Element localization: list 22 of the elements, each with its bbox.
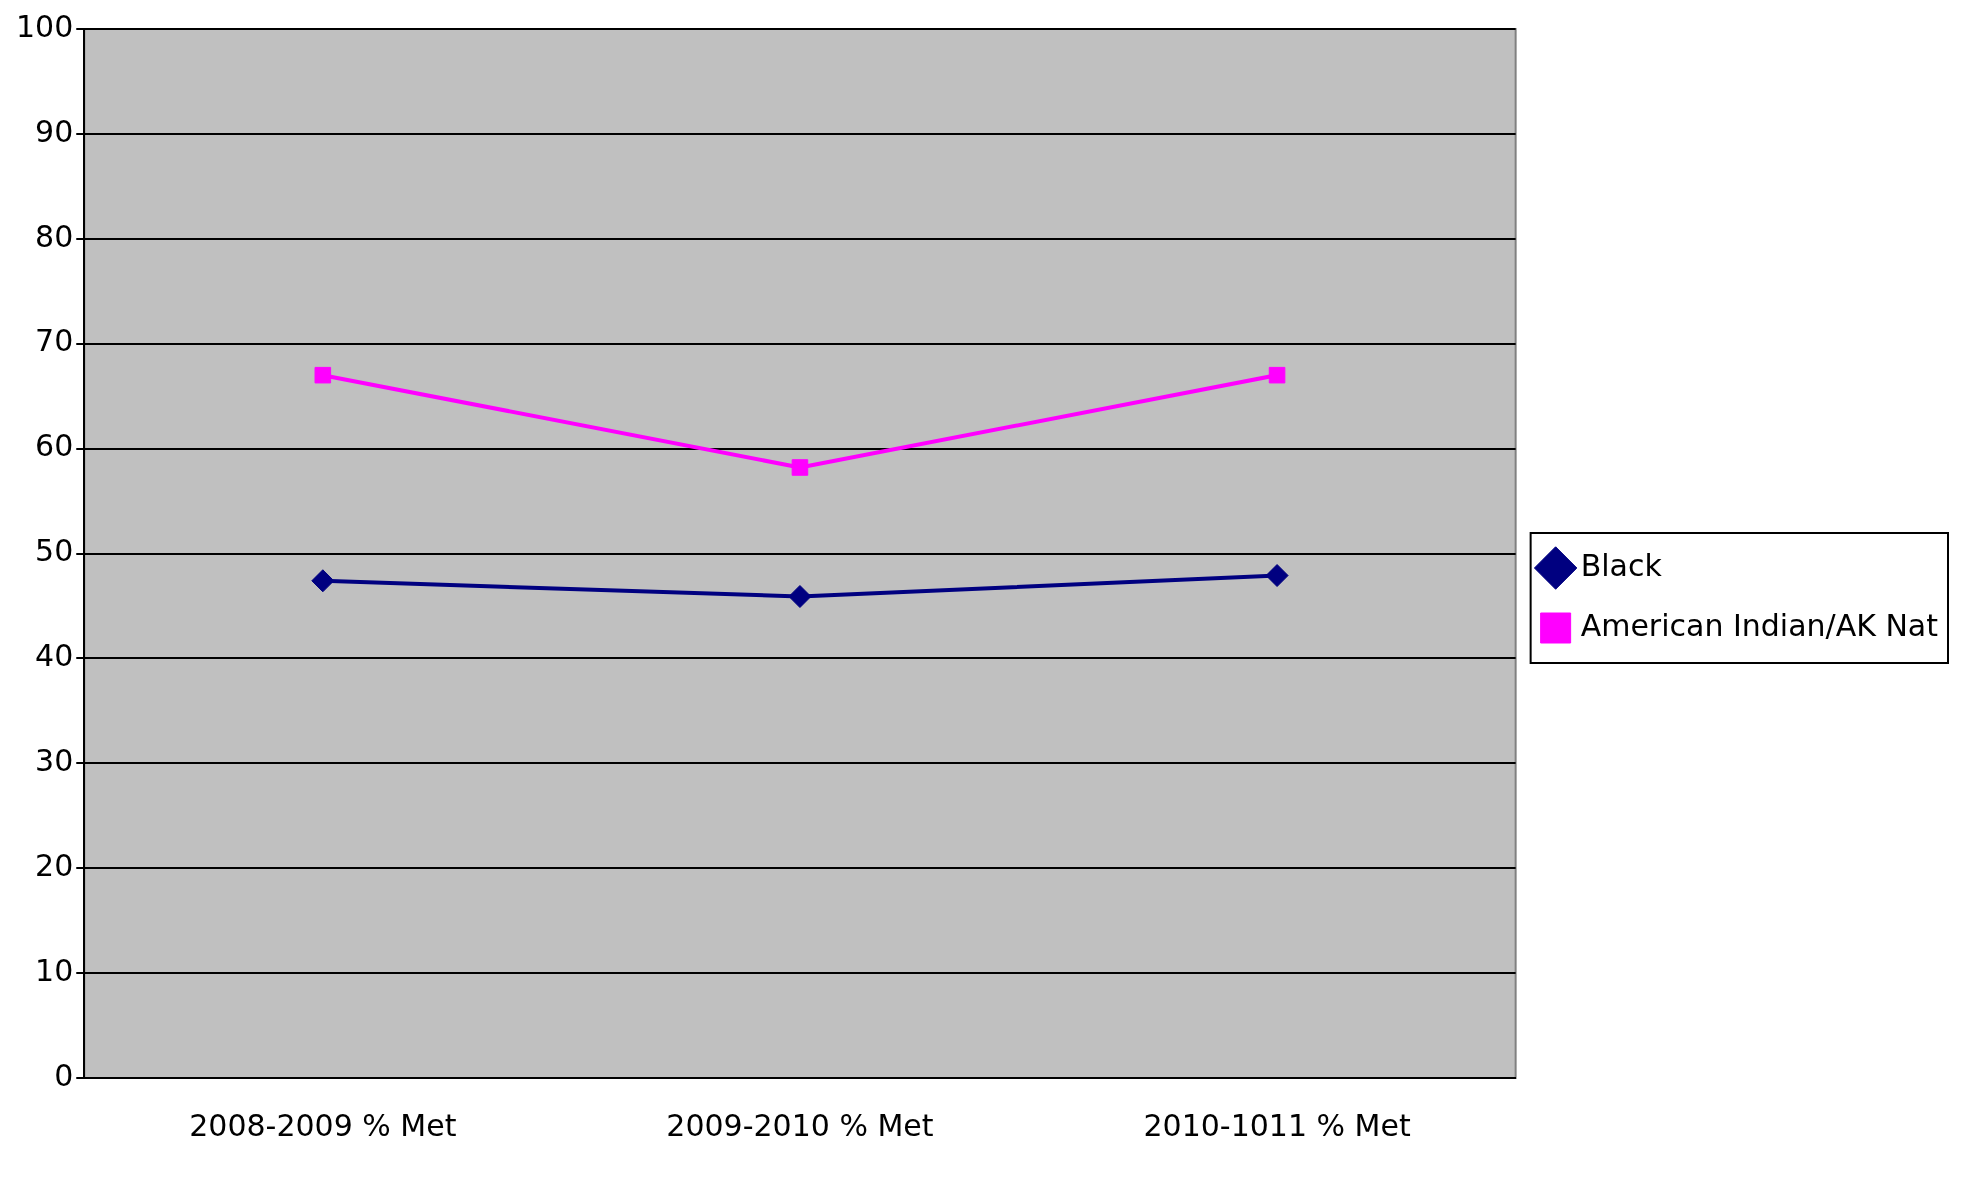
point bbox=[311, 569, 335, 593]
y-tick-label: 30 bbox=[35, 743, 74, 779]
y-tick-label: 0 bbox=[54, 1057, 74, 1093]
point bbox=[1265, 564, 1289, 588]
legend-label: American Indian/AK Nat bbox=[1580, 607, 1939, 643]
x-tick-label: 2009-2010 % Met bbox=[666, 1107, 934, 1143]
y-tick-label: 60 bbox=[35, 428, 74, 464]
y-tick-label: 10 bbox=[35, 952, 74, 988]
point bbox=[791, 459, 809, 476]
x-tick-label: 2010-1011 % Met bbox=[1143, 1107, 1411, 1143]
y-tick-label: 70 bbox=[35, 323, 74, 359]
point bbox=[314, 366, 332, 384]
legend-label: Black bbox=[1580, 547, 1663, 583]
y-tick-label: 40 bbox=[35, 638, 74, 674]
y-tick-label: 50 bbox=[35, 533, 74, 569]
y-tick-label: 100 bbox=[16, 8, 74, 44]
point bbox=[1268, 366, 1286, 384]
y-tick-label: 20 bbox=[35, 848, 74, 883]
x-tick-label: 2008-2009 % Met bbox=[189, 1107, 457, 1143]
y-tick-label: 80 bbox=[35, 218, 74, 254]
point bbox=[788, 585, 812, 609]
y-tick-label: 90 bbox=[35, 113, 74, 149]
